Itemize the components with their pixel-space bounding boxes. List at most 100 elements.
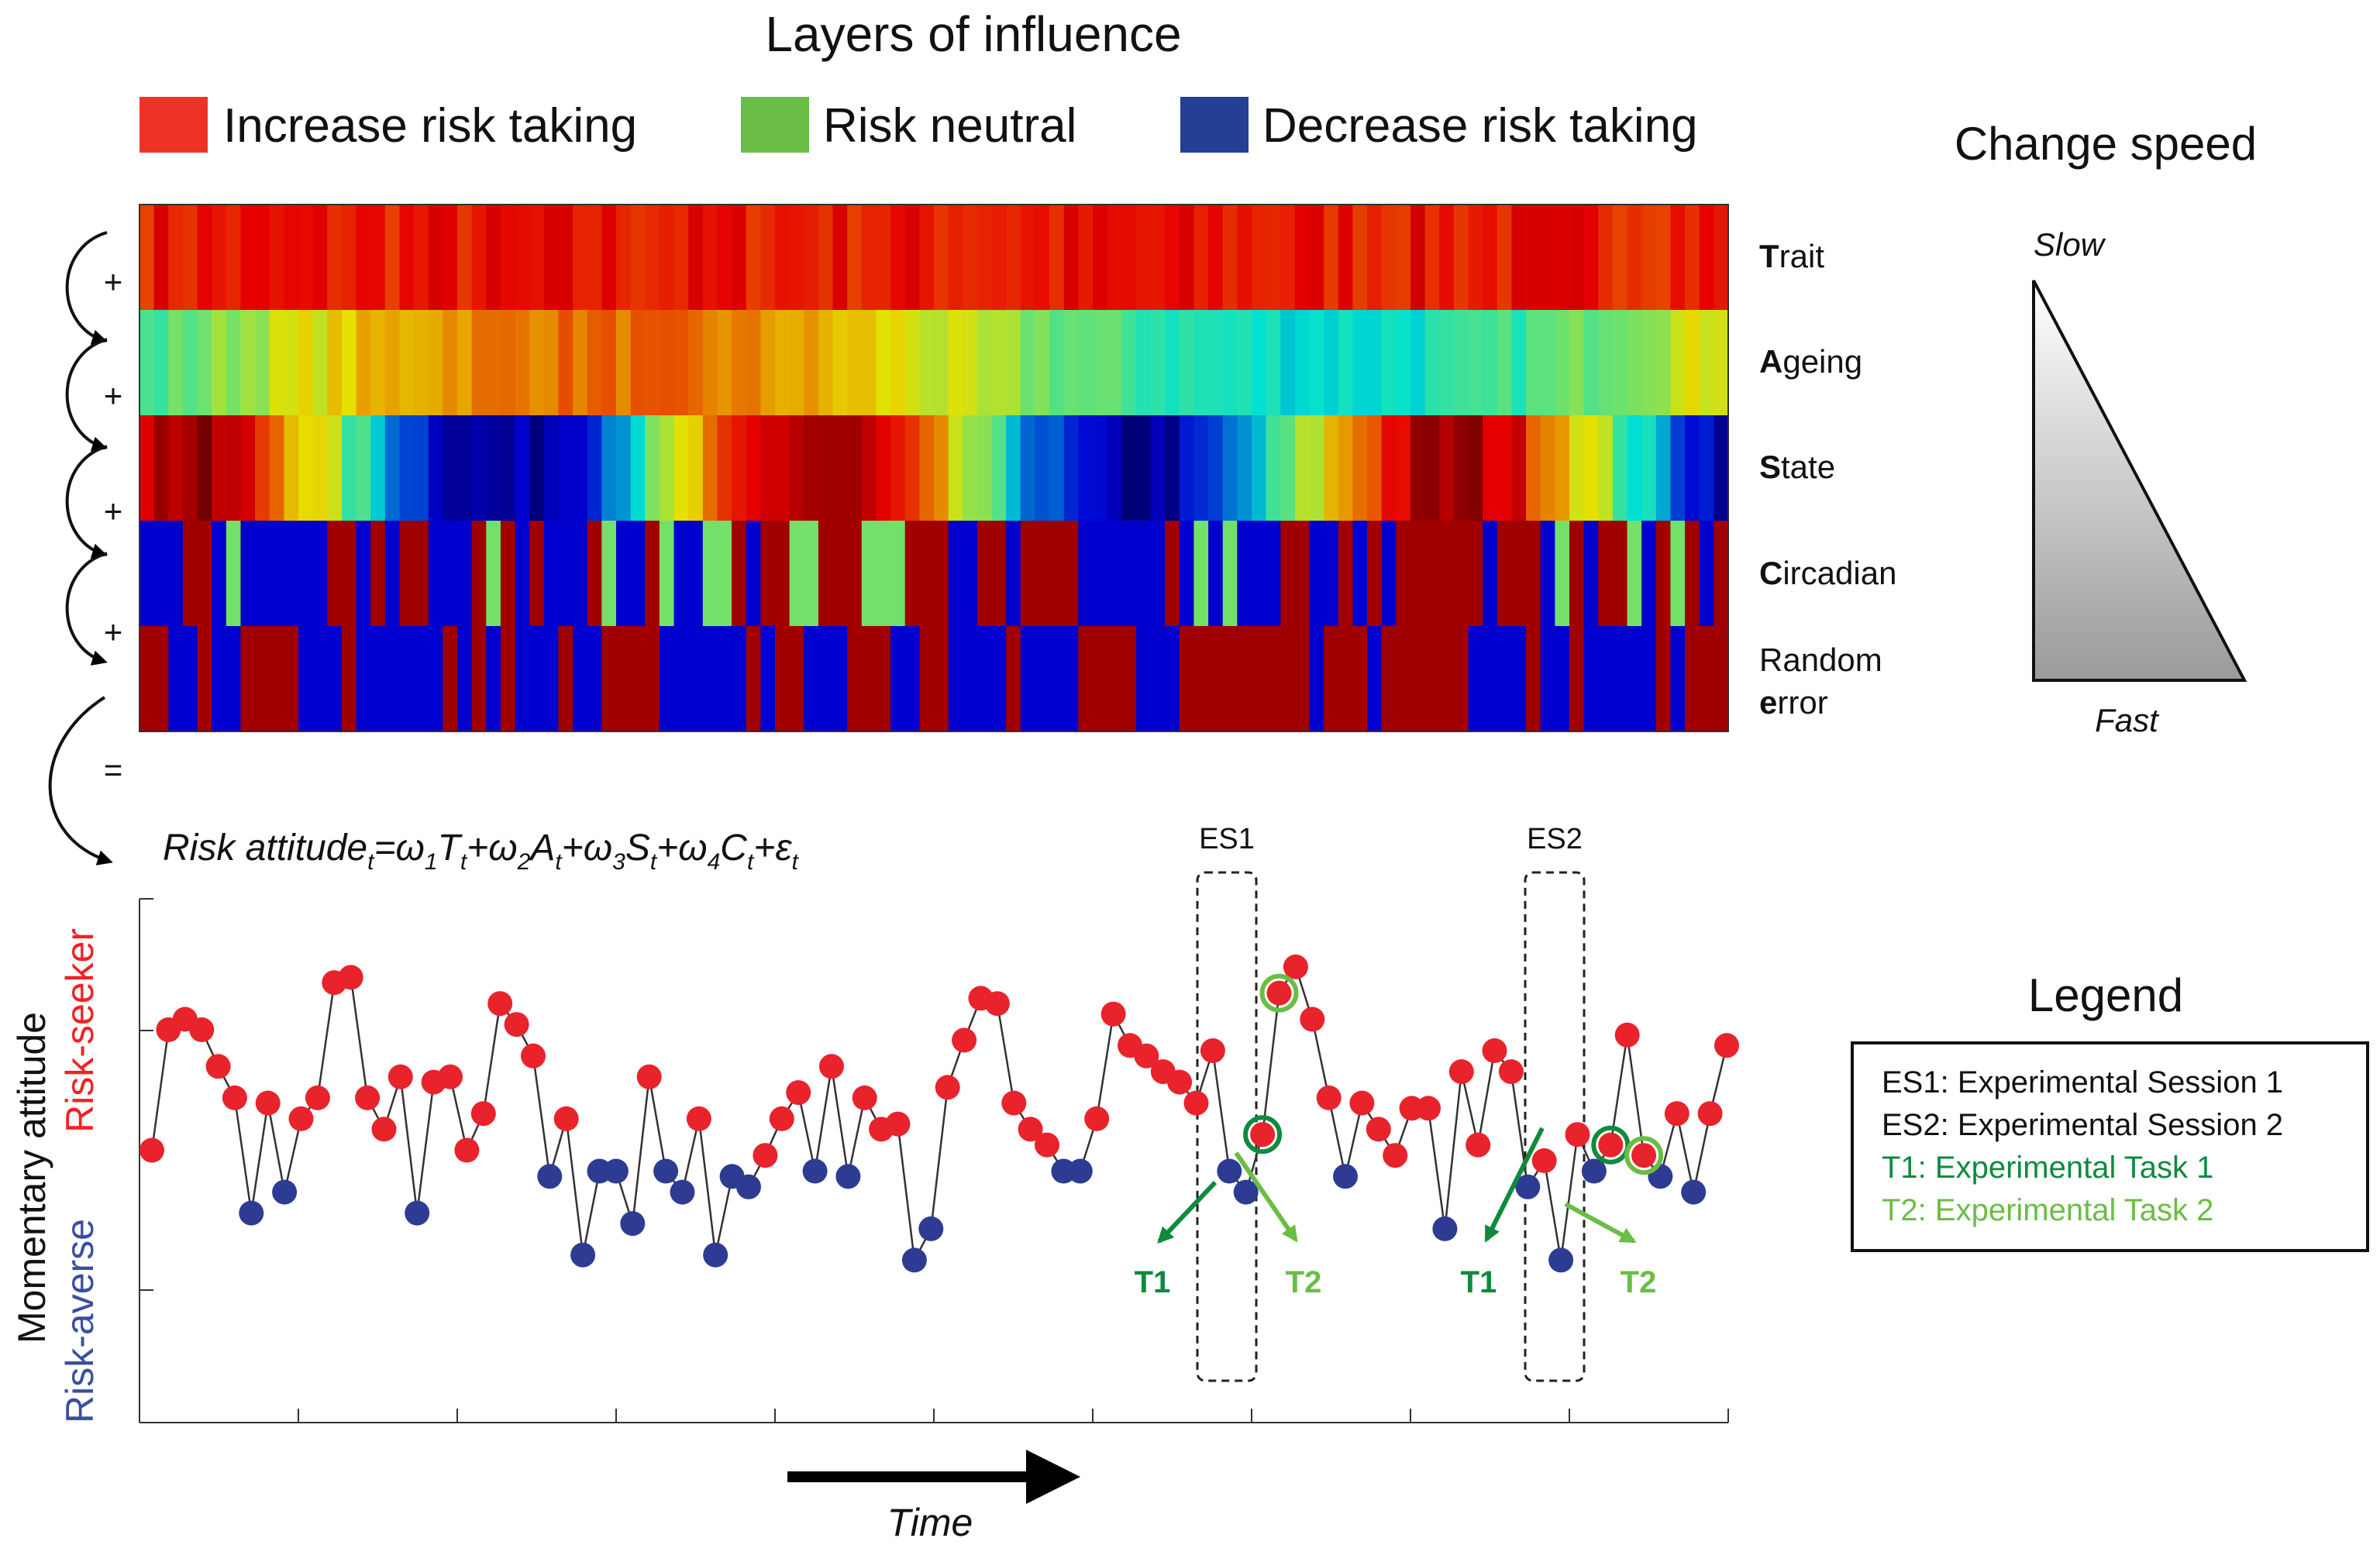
heatmap-cell — [356, 310, 371, 415]
heatmap-cell — [876, 415, 891, 521]
heatmap-cell — [1699, 415, 1715, 521]
heatmap-cell — [1309, 626, 1324, 731]
heatmap-cell — [775, 521, 790, 626]
heatmap-cell — [399, 205, 415, 310]
heatmap-cell — [515, 415, 530, 521]
heatmap-cell — [1526, 310, 1541, 415]
heatmap-cell — [182, 310, 198, 415]
heatmap-cell — [226, 626, 242, 731]
heatmap-cell — [327, 310, 343, 415]
heatmap-cell — [298, 205, 314, 310]
heatmap-cell — [890, 205, 906, 310]
heatmap-cell — [1627, 626, 1642, 731]
heatmap-cell — [1352, 521, 1368, 626]
heatmap-cell — [226, 415, 242, 521]
heatmap-cell — [991, 626, 1007, 731]
heatmap-cell — [1150, 415, 1166, 521]
heatmap-cell — [284, 521, 299, 626]
heatmap-cell — [1655, 415, 1672, 521]
data-point — [1316, 1085, 1342, 1110]
heatmap-cell — [312, 521, 329, 626]
heatmap-cell — [356, 626, 371, 731]
heatmap-cell — [659, 521, 675, 626]
data-point — [1664, 1101, 1689, 1127]
data-point — [786, 1080, 811, 1106]
heatmap-frame — [139, 204, 1729, 732]
legend-item-t1: T1: Experimental Task 1 — [1882, 1151, 2213, 1185]
heatmap-cell — [732, 521, 747, 626]
heatmap-cell — [1208, 415, 1224, 521]
heatmap-cell — [861, 205, 877, 310]
heatmap-cell — [153, 626, 170, 731]
heatmap-cell — [775, 310, 790, 415]
data-point — [1018, 1117, 1043, 1142]
heatmap-cell — [197, 415, 212, 521]
heatmap-cell — [1569, 626, 1585, 731]
heatmap-cell — [1685, 521, 1700, 626]
heatmap-cell — [919, 310, 935, 415]
heatmap-cell — [284, 310, 299, 415]
heatmap-cell — [1598, 626, 1614, 731]
heatmap-cell — [341, 310, 357, 415]
data-point — [802, 1158, 828, 1184]
heatmap-cell — [269, 205, 285, 310]
heatmap-cell — [963, 626, 978, 731]
data-point — [935, 1075, 960, 1100]
heatmap-cell — [1280, 205, 1296, 310]
heatmap-cell — [312, 310, 329, 415]
heatmap-cell — [1396, 521, 1411, 626]
heatmap-cell — [370, 310, 386, 415]
legend-swatch-neutral — [741, 97, 809, 153]
heatmap-cell — [1612, 415, 1628, 521]
heatmap-cell — [1237, 626, 1252, 731]
heatmap-cell — [573, 521, 588, 626]
heatmap-cell — [1324, 205, 1339, 310]
heatmap-cell — [1193, 626, 1209, 731]
heatmap-cell — [630, 205, 646, 310]
heatmap-cell — [1699, 626, 1715, 731]
heatmap-cell — [832, 415, 848, 521]
data-point — [438, 1064, 463, 1089]
task-highlight-ring — [1243, 1115, 1283, 1154]
heatmap-cell — [976, 521, 993, 626]
heatmap-cell — [1294, 626, 1311, 731]
heatmap-cell — [1439, 521, 1455, 626]
heatmap-cell — [1237, 310, 1252, 415]
heatmap-cell — [197, 521, 212, 626]
heatmap-cell — [168, 521, 184, 626]
heatmap-cell — [919, 521, 935, 626]
heatmap-cell — [804, 521, 819, 626]
heatmap-cell — [1179, 205, 1195, 310]
heatmap-cell — [1468, 521, 1483, 626]
heatmap-cell — [601, 521, 617, 626]
heatmap-cell — [414, 205, 429, 310]
heatmap-cell — [443, 521, 458, 626]
heatmap-cell — [963, 205, 978, 310]
heatmap-cell — [1410, 310, 1426, 415]
heatmap-cell — [226, 310, 242, 415]
heatmap-cell — [1338, 205, 1354, 310]
heatmap-cell — [1193, 205, 1209, 310]
heatmap-cell — [818, 626, 834, 731]
heatmap-cell — [645, 626, 660, 731]
heatmap-cell — [139, 415, 155, 521]
heatmap-cell — [370, 626, 386, 731]
heatmap-cell — [818, 521, 834, 626]
heatmap-cell — [558, 626, 573, 731]
heatmap-cell — [630, 310, 646, 415]
heatmap-cell — [414, 626, 429, 731]
equals-sign: = — [104, 752, 123, 788]
data-point — [239, 1200, 264, 1226]
heatmap-cell — [1367, 310, 1383, 415]
heatmap-cell — [1511, 415, 1527, 521]
heatmap-cell — [963, 521, 978, 626]
heatmap-cell — [486, 415, 501, 521]
heatmap-cell — [890, 626, 906, 731]
heatmap-cell — [1179, 415, 1195, 521]
heatmap-cell — [991, 310, 1007, 415]
heatmap-cell — [1569, 521, 1585, 626]
heatmap-cell — [688, 310, 704, 415]
data-point — [1084, 1106, 1110, 1131]
data-point — [1250, 1122, 1276, 1148]
heatmap-cell — [1179, 521, 1195, 626]
